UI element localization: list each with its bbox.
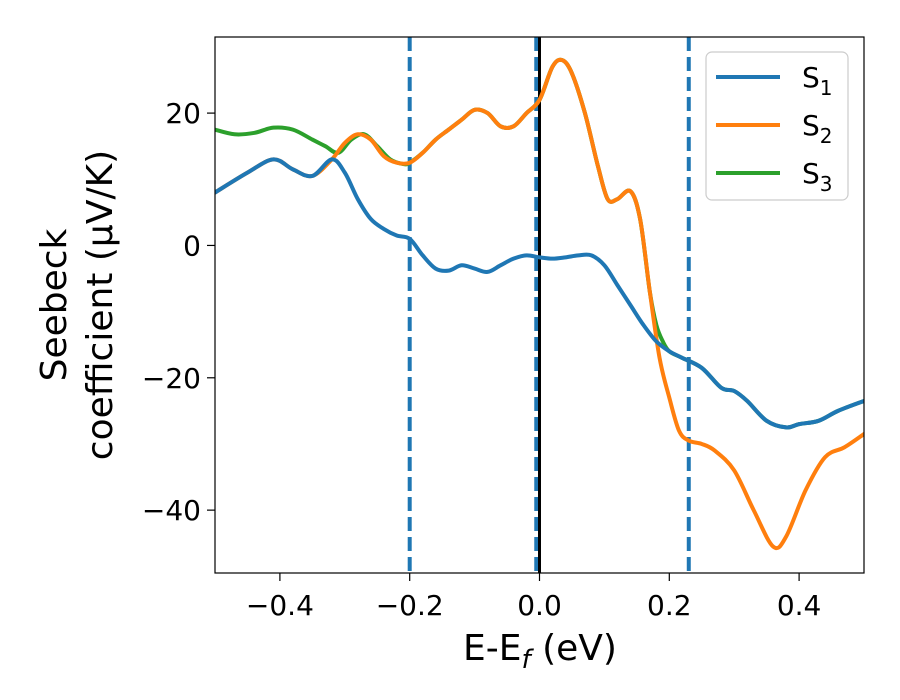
x-tick-label: −0.4 — [246, 589, 314, 622]
legend-label-s2: S2 — [802, 109, 833, 148]
series-layer — [215, 57, 864, 551]
series-line-s2 — [215, 57, 864, 551]
x-tick-label: 0.0 — [517, 589, 562, 622]
legend: S1 S2 S3 — [705, 51, 849, 201]
y-axis-label-line2: coefficient (μV/K) — [80, 150, 121, 460]
legend-label-s3: S3 — [802, 157, 833, 196]
x-tick-label: −0.2 — [376, 589, 444, 622]
y-tick-label: 0 — [183, 229, 201, 262]
x-axis-label: E-Ef (eV) — [463, 628, 617, 675]
y-axis-ticks: −40 −20 0 20 — [142, 97, 215, 527]
x-tick-label: 0.2 — [647, 589, 692, 622]
x-axis-ticks: −0.4 −0.2 0.0 0.2 0.4 — [246, 573, 821, 622]
x-tick-label: 0.4 — [777, 589, 822, 622]
series-line-s1 — [215, 157, 864, 430]
legend-label-s1: S1 — [802, 61, 833, 100]
y-tick-label: 20 — [165, 97, 201, 130]
y-axis-label-line1: Seebeck — [34, 228, 75, 381]
y-tick-label: −40 — [142, 494, 201, 527]
vertical-lines — [407, 37, 691, 573]
y-tick-label: −20 — [142, 362, 201, 395]
